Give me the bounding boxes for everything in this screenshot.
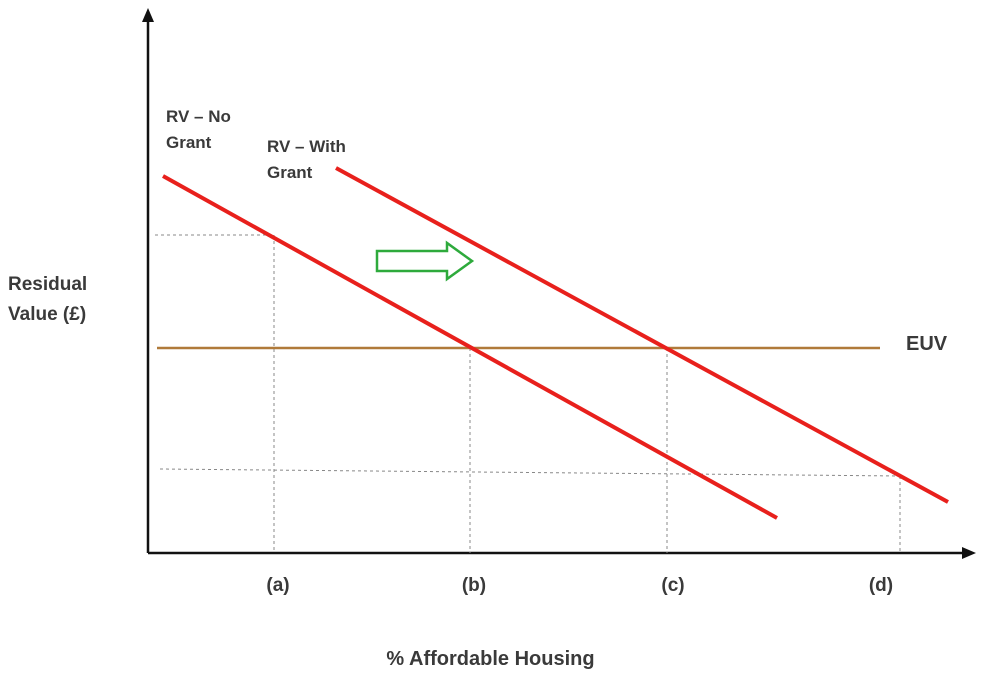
x-axis-label: % Affordable Housing bbox=[386, 648, 595, 670]
y-axis-label: Residual Value (£) bbox=[8, 274, 88, 325]
rv-no-grant-label: RV – No Grant bbox=[166, 107, 231, 152]
tick-label-b: (b) bbox=[461, 575, 487, 596]
guide-horizontal-d bbox=[159, 468, 901, 477]
shift-right-arrow-icon bbox=[375, 240, 475, 282]
tick-label-d: (d) bbox=[868, 575, 894, 596]
rv-with-grant-label: RV – With Grant bbox=[267, 137, 346, 182]
euv-label: EUV bbox=[906, 333, 948, 355]
y-axis-arrowhead bbox=[142, 8, 154, 22]
rv-with-grant-line bbox=[335, 166, 949, 504]
guide-lines bbox=[155, 234, 901, 553]
x-axis-arrowhead bbox=[962, 547, 976, 559]
tick-label-a: (a) bbox=[266, 575, 290, 596]
tick-label-c: (c) bbox=[661, 575, 685, 596]
rv-no-grant-line bbox=[162, 174, 778, 520]
